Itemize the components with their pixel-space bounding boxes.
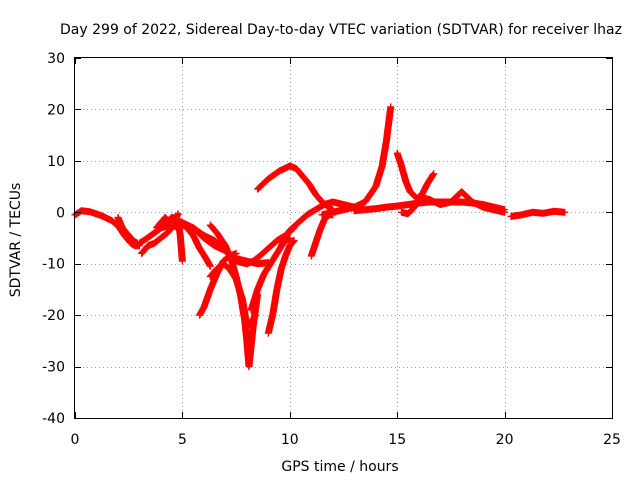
data-points: [71, 103, 569, 371]
point-markers: [138, 210, 182, 257]
grid: [75, 58, 612, 418]
series-arc-k: [206, 221, 262, 371]
y-tick-label: -30: [42, 360, 65, 376]
point-markers: [264, 237, 298, 337]
x-tick-label: 20: [496, 432, 514, 448]
point-markers: [206, 221, 262, 371]
series-arc-w: [507, 207, 569, 220]
x-tick-label: 15: [388, 432, 406, 448]
point-markers: [307, 211, 337, 260]
x-axis-label: GPS time / hours: [281, 459, 398, 475]
point-markers: [318, 103, 395, 219]
series-arc-p: [277, 198, 358, 250]
point-markers: [277, 198, 358, 250]
point-markers: [415, 188, 509, 216]
y-tick-label: -20: [42, 308, 65, 324]
point-markers: [114, 213, 141, 247]
x-tick-label: 10: [281, 432, 299, 448]
y-tick-label: 0: [56, 205, 65, 221]
series-arc-h: [183, 224, 214, 270]
x-tick-label: 25: [603, 432, 621, 448]
series-arc-r: [318, 103, 395, 219]
y-tick-labels: -40 -30 -20 -10 0 10 20 30: [42, 51, 65, 427]
series-arc-q: [307, 211, 337, 260]
series-arc-v: [415, 188, 509, 216]
y-tick-label: 30: [47, 51, 65, 67]
y-tick-label: -10: [42, 257, 65, 273]
plot-frame: [74, 57, 613, 419]
point-markers: [183, 224, 214, 270]
series-arc-n: [264, 237, 298, 337]
tick-marks: [75, 58, 613, 419]
chart-title: Day 299 of 2022, Sidereal Day-to-day VTE…: [60, 22, 622, 38]
y-axis-label: SDTVAR / TECUs: [8, 183, 24, 298]
series-arc-b: [114, 213, 141, 247]
x-tick-label: 0: [71, 432, 80, 448]
y-tick-label: 10: [47, 154, 65, 170]
x-tick-labels: 0 5 10 15 20 25: [71, 432, 621, 448]
y-tick-label: 20: [47, 102, 65, 118]
point-markers: [507, 207, 569, 220]
x-tick-label: 5: [178, 432, 187, 448]
series-arc-d: [138, 210, 182, 257]
y-tick-label: -40: [42, 411, 65, 427]
